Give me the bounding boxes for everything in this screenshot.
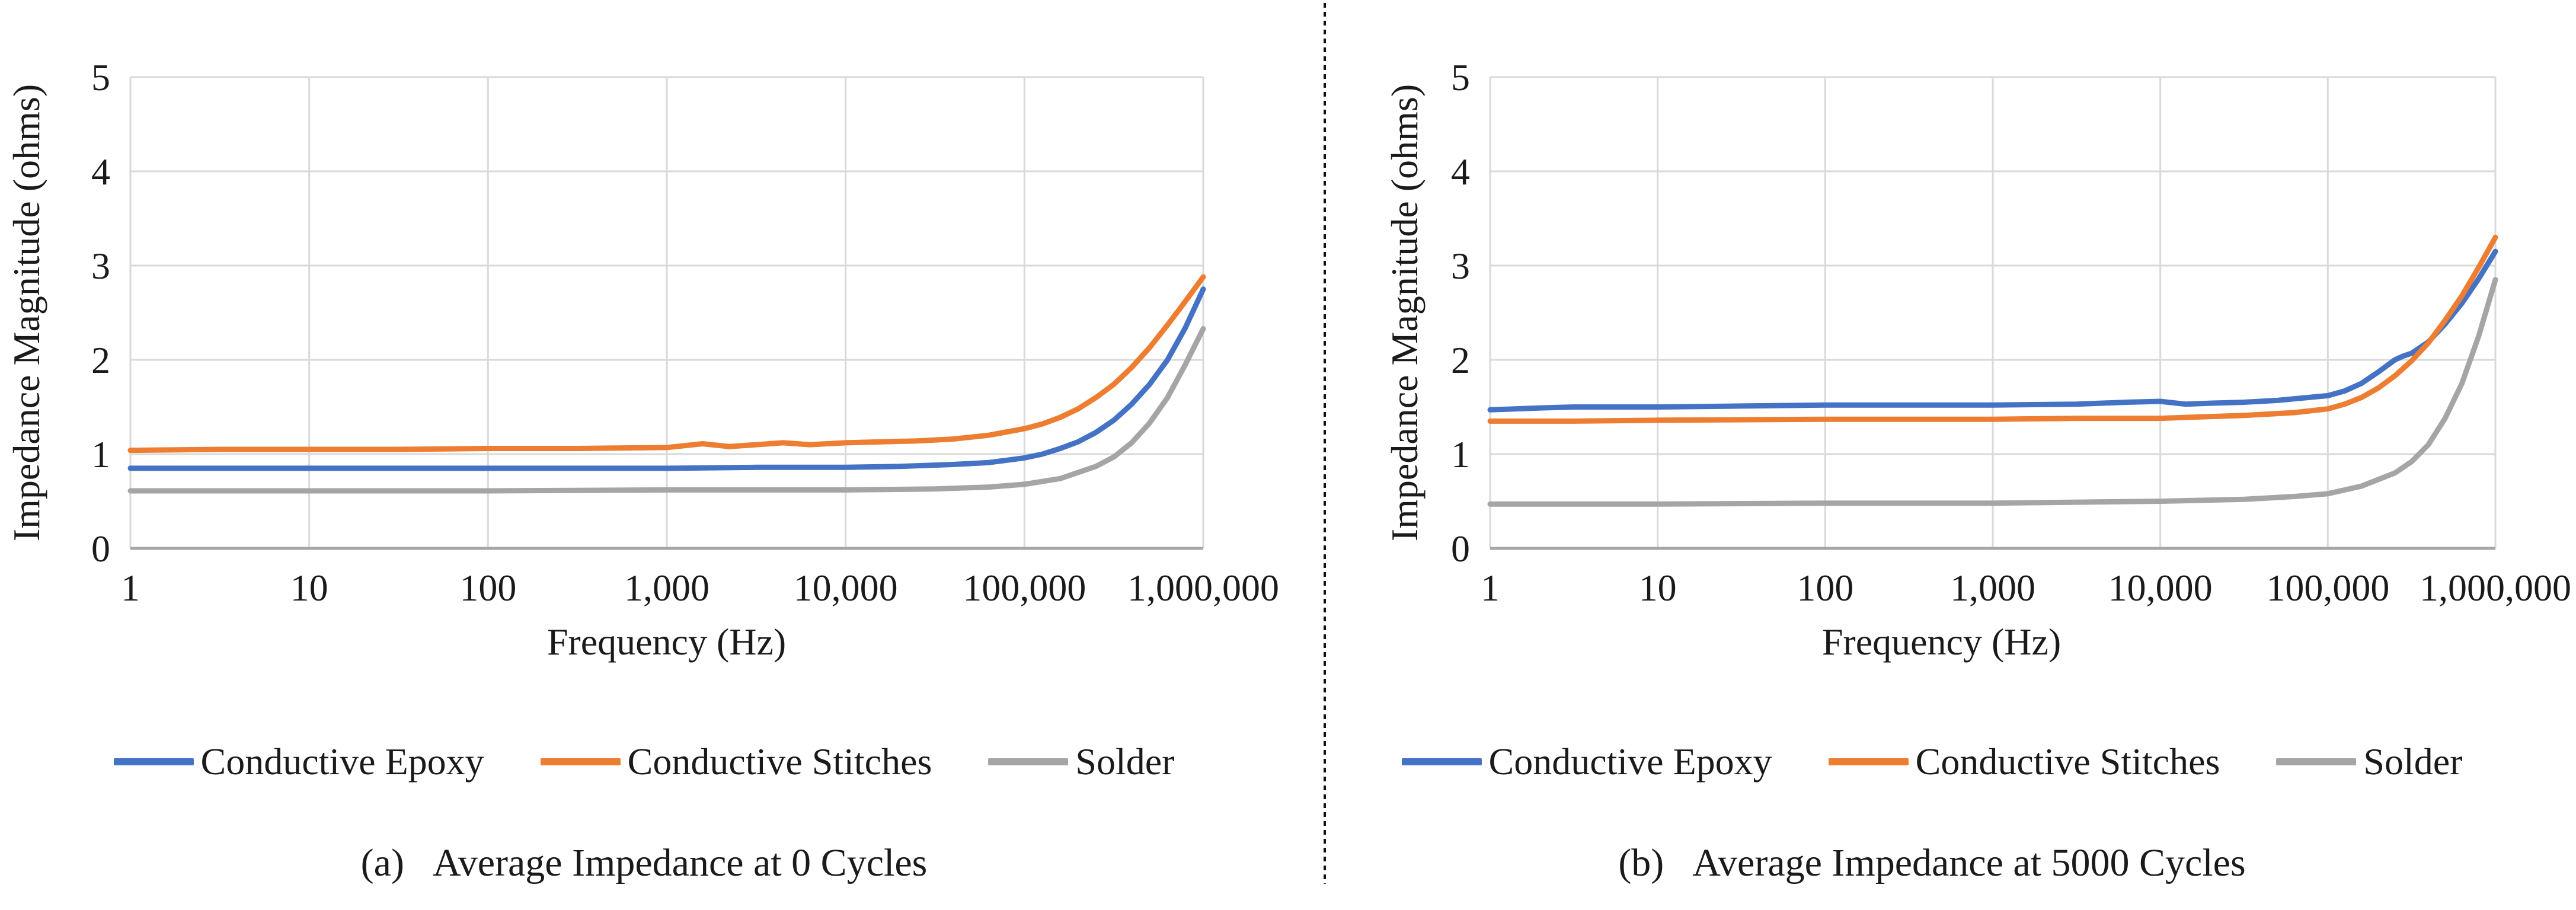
caption-b-index: (b) [1618, 841, 1664, 885]
svg-text:1,000: 1,000 [624, 567, 709, 609]
svg-text:1,000,000: 1,000,000 [2420, 567, 2571, 609]
svg-text:10: 10 [1639, 567, 1677, 609]
x-axis-title-b: Frequency (Hz) [1821, 621, 2062, 663]
series-line-conductive-stitches [1487, 234, 2498, 424]
legend-b: Conductive Epoxy Conductive Stitches Solde… [1288, 740, 2576, 784]
svg-text:2: 2 [91, 339, 110, 381]
legend-label: Solder [2363, 740, 2463, 783]
legend-label: Solder [1075, 740, 1175, 783]
series-line-solder [1487, 277, 2498, 507]
legend-item-conductive-stitches: Conductive Stitches [540, 740, 932, 784]
svg-text:10,000: 10,000 [794, 567, 898, 609]
caption-b-text: Average Impedance at 5000 Cycles [1692, 841, 2246, 885]
svg-text:5: 5 [1451, 56, 1470, 98]
svg-text:1: 1 [91, 433, 110, 475]
legend-a: Conductive Epoxy Conductive Stitches Solde… [0, 740, 1288, 784]
panel-impedance-0-cycles: 0 1 2 3 4 5 1 10 100 1,000 10,000 100,000 1,000,000 I… [0, 56, 1288, 886]
svg-text:1: 1 [1481, 567, 1500, 609]
svg-text:10: 10 [290, 567, 328, 609]
legend-swatch-icon [113, 758, 194, 765]
svg-text:1,000: 1,000 [1950, 567, 2035, 609]
series-line-solder [127, 326, 1206, 494]
y-tick-labels: 0 1 2 3 4 5 [1451, 56, 1470, 570]
svg-text:3: 3 [1451, 245, 1470, 287]
svg-text:100,000: 100,000 [963, 567, 1086, 609]
svg-text:100,000: 100,000 [2266, 567, 2389, 609]
legend-item-solder: Solder [988, 740, 1174, 784]
svg-text:4: 4 [91, 151, 110, 193]
legend-swatch-icon [540, 758, 621, 765]
svg-text:4: 4 [1451, 151, 1470, 193]
x-axis-title-a: Frequency (Hz) [546, 621, 787, 663]
x-tick-labels: 1 10 100 1,000 10,000 100,000 1,000,000 [121, 567, 1279, 609]
caption-a: (a) Average Impedance at 0 Cycles [0, 841, 1288, 886]
y-tick-labels: 0 1 2 3 4 5 [91, 56, 110, 570]
legend-label: Conductive Epoxy [200, 740, 484, 783]
legend-item-solder: Solder [2276, 740, 2462, 784]
svg-text:1,000,000: 1,000,000 [1127, 567, 1279, 609]
gridlines [1489, 76, 2497, 550]
x-tick-labels: 1 10 100 1,000 10,000 100,000 1,000,000 [1481, 567, 2571, 609]
legend-label: Conductive Stitches [1915, 740, 2220, 783]
y-axis-title: Impedance Magnitude (ohms) [5, 84, 47, 541]
svg-text:100: 100 [1797, 567, 1853, 609]
legend-swatch-icon [988, 758, 1069, 765]
gridlines [129, 76, 1204, 550]
legend-item-conductive-stitches: Conductive Stitches [1828, 740, 2220, 784]
legend-swatch-icon [1828, 758, 1909, 765]
svg-text:5: 5 [91, 56, 110, 98]
legend-label: Conductive Stitches [627, 740, 932, 783]
legend-item-conductive-epoxy: Conductive Epoxy [1401, 740, 1772, 784]
svg-text:0: 0 [1451, 528, 1470, 570]
svg-text:1: 1 [1451, 433, 1470, 475]
legend-swatch-icon [2276, 758, 2357, 765]
series-line-conductive-epoxy [127, 286, 1206, 471]
svg-text:3: 3 [91, 245, 110, 287]
caption-a-text: Average Impedance at 0 Cycles [432, 841, 928, 885]
legend-item-conductive-epoxy: Conductive Epoxy [113, 740, 484, 784]
y-axis-title: Impedance Magnitude (ohms) [1383, 84, 1426, 541]
legend-swatch-icon [1401, 758, 1482, 765]
series-line-conductive-stitches [127, 274, 1206, 454]
svg-text:0: 0 [91, 528, 110, 570]
svg-text:2: 2 [1451, 339, 1470, 381]
svg-text:10,000: 10,000 [2108, 567, 2213, 609]
panel-divider-dashed-line [1324, 3, 1326, 884]
panel-impedance-5000-cycles: 0 1 2 3 4 5 1 10 100 1,000 10,000 100,000 1,000,000 I… [1288, 0, 2576, 910]
svg-text:1: 1 [121, 567, 140, 609]
svg-text:100: 100 [459, 567, 516, 609]
legend-label: Conductive Epoxy [1488, 740, 1772, 783]
caption-a-index: (a) [360, 841, 404, 885]
caption-b: (b) Average Impedance at 5000 Cycles [1288, 841, 2576, 886]
